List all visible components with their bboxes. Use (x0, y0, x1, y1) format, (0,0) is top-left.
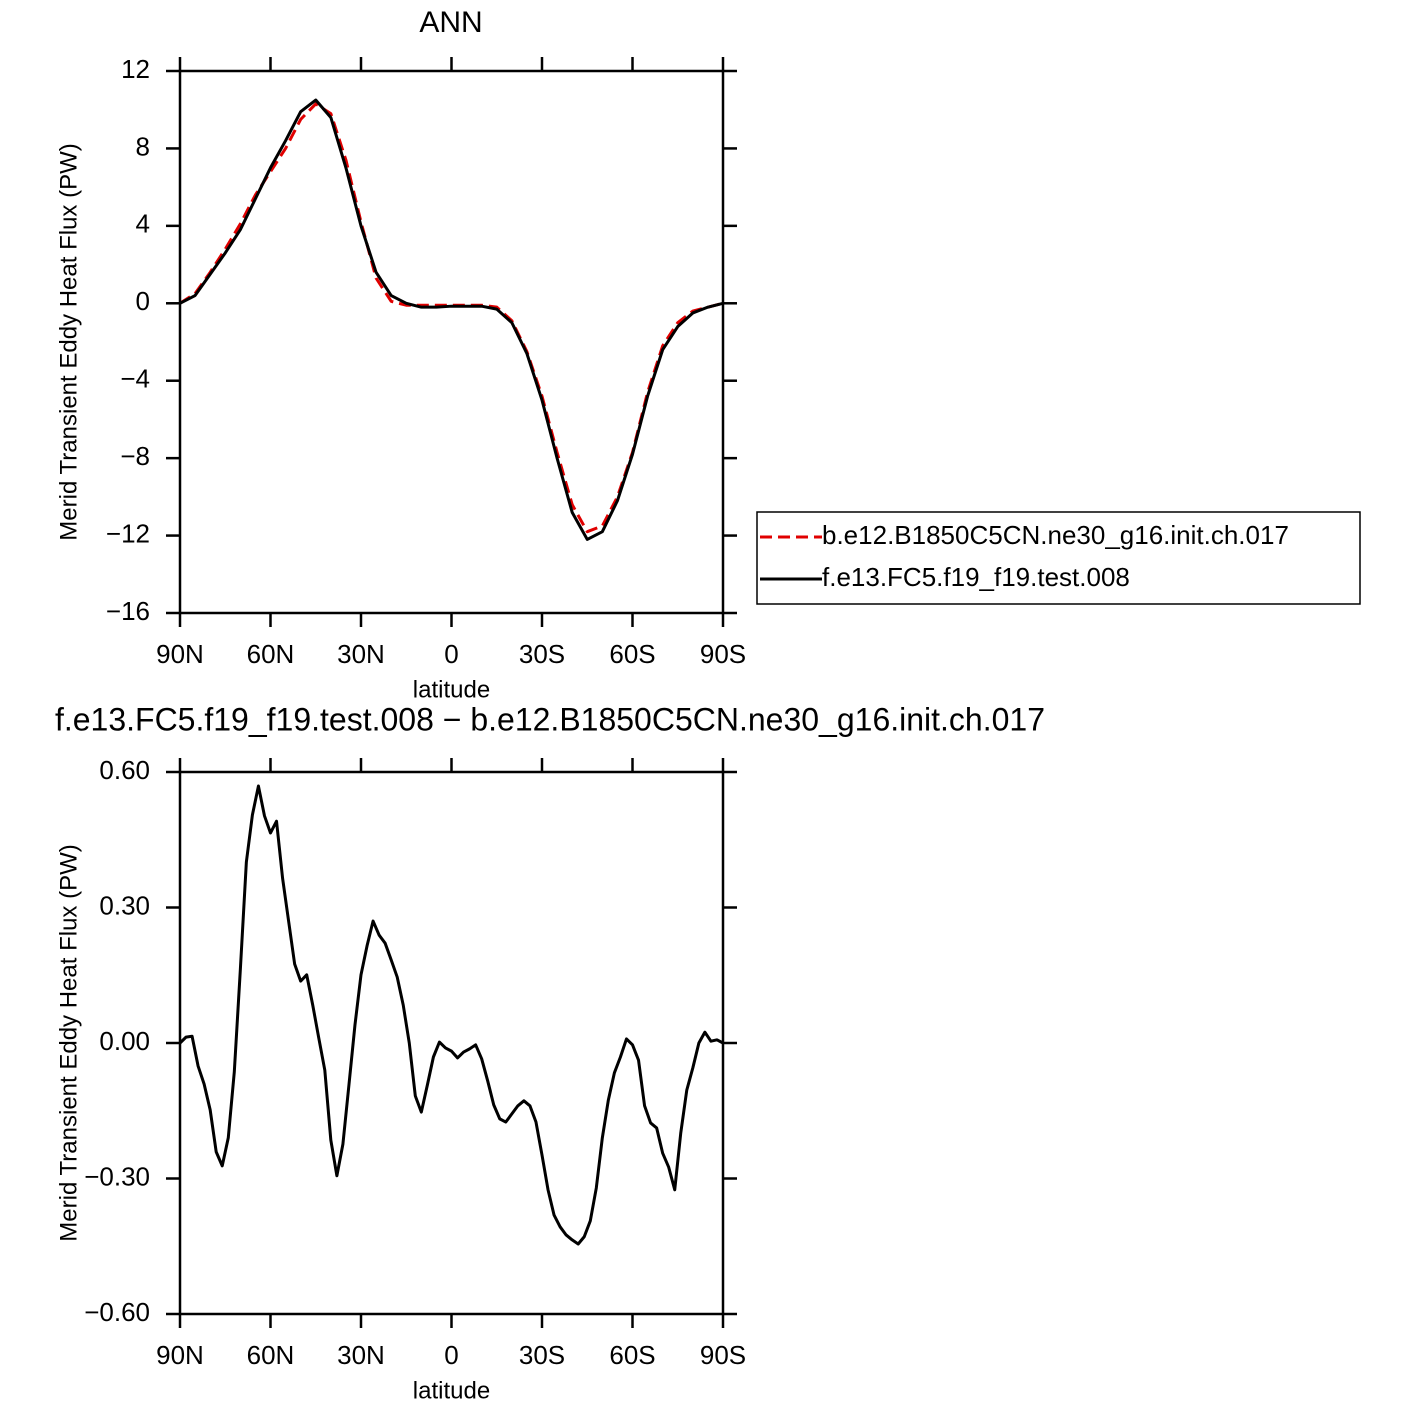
y-tick-label: −4 (120, 364, 150, 394)
y-tick-label: −12 (106, 518, 150, 548)
x-tick-label: 0 (444, 1340, 458, 1370)
x-tick-label: 60N (247, 639, 295, 669)
y-tick-label: −0.60 (84, 1297, 150, 1327)
y-tick-label: 0.00 (99, 1026, 150, 1056)
y-tick-label: 4 (136, 209, 150, 239)
chart-title: ANN (419, 6, 482, 39)
y-tick-label: −16 (106, 596, 150, 626)
y-tick-label: −0.30 (84, 1161, 150, 1191)
y-tick-label: 12 (121, 54, 150, 84)
x-tick-label: 30N (337, 1340, 385, 1370)
x-tick-label: 90N (156, 639, 204, 669)
y-axis-label: Merid Transient Eddy Heat Flux (PW) (55, 844, 82, 1241)
plot-frame (178, 770, 725, 1316)
x-tick-label: 0 (444, 639, 458, 669)
data-line (179, 98, 724, 541)
y-tick-label: 8 (136, 131, 150, 161)
x-tick-label: 30S (519, 639, 565, 669)
legend-label: b.e12.B1850C5CN.ne30_g16.init.ch.017 (822, 520, 1289, 550)
x-tick-label: 90N (156, 1340, 204, 1370)
data-line (178, 784, 724, 1246)
plot-frame (178, 69, 725, 615)
y-tick-label: −8 (120, 441, 150, 471)
x-axis-label: latitude (413, 1377, 490, 1404)
chart-title: f.e13.FC5.f19_f19.test.008 − b.e12.B1850… (55, 701, 1045, 737)
x-tick-label: 60S (609, 1340, 655, 1370)
x-tick-label: 90S (700, 1340, 746, 1370)
y-axis-label: Merid Transient Eddy Heat Flux (PW) (55, 143, 82, 540)
y-tick-label: 0.30 (99, 890, 150, 920)
x-tick-label: 60S (609, 639, 655, 669)
x-tick-label: 60N (247, 1340, 295, 1370)
data-line (179, 102, 724, 534)
y-tick-label: 0 (136, 286, 150, 316)
legend-box (756, 511, 1361, 605)
x-axis-label: latitude (413, 676, 490, 703)
x-tick-label: 30N (337, 639, 385, 669)
x-tick-label: 90S (700, 639, 746, 669)
legend-label: f.e13.FC5.f19_f19.test.008 (822, 562, 1130, 592)
y-tick-label: 0.60 (99, 755, 150, 785)
x-tick-label: 30S (519, 1340, 565, 1370)
